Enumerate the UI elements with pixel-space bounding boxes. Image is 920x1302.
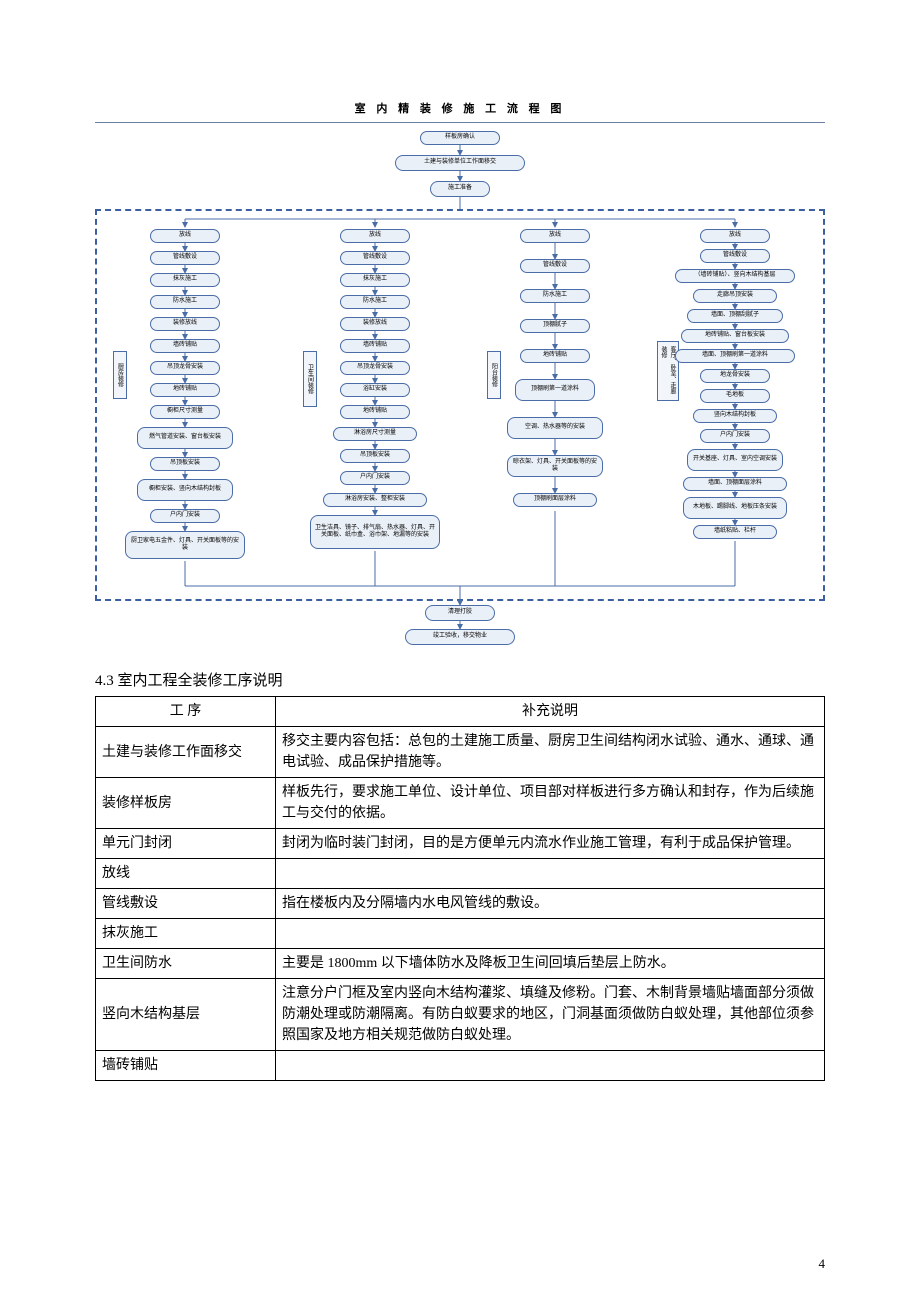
branch-label-3: 客厅、卧室、走廊装修 [657, 341, 679, 401]
table-row: 装修样板房样板先行，要求施工单位、设计单位、项目部对样板进行多方确认和封存，作为… [96, 778, 825, 829]
branch-label-1: 卫生间装修 [303, 351, 317, 407]
flow-node-d-3: 走廊吊顶安装 [693, 289, 777, 303]
flow-node-d-2: （墙砖铺贴）、竖向木结构基层 [675, 269, 795, 283]
flow-node-b-5: 墙砖铺贴 [340, 339, 410, 353]
flow-node-d-4: 墙面、顶棚刮腻子 [687, 309, 783, 323]
flow-node-c-5: 顶棚刷第一道涂料 [515, 379, 595, 401]
flow-node-a-10: 吊顶板安装 [150, 457, 220, 471]
flow-node-b-3: 防水施工 [340, 295, 410, 309]
flow-node-a-1: 管线敷设 [150, 251, 220, 265]
cell-desc: 主要是 1800mm 以下墙体防水及降板卫生间回填后垫层上防水。 [276, 949, 825, 979]
cell-proc: 管线敷设 [96, 889, 276, 919]
flow-node-d-8: 毛地板 [700, 389, 770, 403]
flow-node-b-2: 抹灰施工 [340, 273, 410, 287]
flow-node-c-0: 放线 [520, 229, 590, 243]
title-underline [95, 122, 825, 123]
flow-node-b-9: 淋浴房尺寸测量 [333, 427, 417, 441]
flow-node-a-4: 装修放线 [150, 317, 220, 331]
flow-node-a-7: 地砖铺贴 [150, 383, 220, 397]
table-header-desc: 补充说明 [276, 697, 825, 727]
cell-proc: 放线 [96, 859, 276, 889]
flow-node-b-11: 户内门安装 [340, 471, 410, 485]
table-header-proc: 工 序 [96, 697, 276, 727]
flow-node-d-5: 地砖铺贴、窗台板安装 [681, 329, 789, 343]
flow-node-d-7: 地龙骨安装 [700, 369, 770, 383]
cell-proc: 卫生间防水 [96, 949, 276, 979]
flow-node-a-8: 橱柜尺寸测量 [150, 405, 220, 419]
cell-proc: 竖向木结构基层 [96, 979, 276, 1051]
flow-node-a-12: 户内门安装 [150, 509, 220, 523]
table-row: 土建与装修工作面移交移交主要内容包括：总包的土建施工质量、厨房卫生间结构闭水试验… [96, 727, 825, 778]
flow-node-b-8: 地砖铺贴 [340, 405, 410, 419]
flow-node-d-6: 墙面、顶棚刷第一道涂料 [675, 349, 795, 363]
flow-node-a-0: 放线 [150, 229, 220, 243]
flow-node-d-0: 放线 [700, 229, 770, 243]
cell-proc: 墙砖铺贴 [96, 1051, 276, 1081]
table-row: 竖向木结构基层注意分户门框及室内竖向木结构灌浆、填缝及修粉。门套、木制背景墙贴墙… [96, 979, 825, 1051]
table-row: 放线 [96, 859, 825, 889]
flow-node-b-13: 卫生洁具、镜子、排气扇、热水器、灯具、开关面板、纸巾盒、浴巾架、地漏等的安装 [310, 515, 440, 549]
table-body: 土建与装修工作面移交移交主要内容包括：总包的土建施工质量、厨房卫生间结构闭水试验… [96, 727, 825, 1081]
flow-node-c-1: 管线敷设 [520, 259, 590, 273]
flow-node-b-1: 管线敷设 [340, 251, 410, 265]
flowchart-title: 室 内 精 装 修 施 工 流 程 图 [95, 100, 825, 116]
flow-node-d-11: 开关基座、灯具、室内空调安装 [687, 449, 783, 471]
cell-desc [276, 1051, 825, 1081]
branch-label-0: 厨房装修 [113, 351, 127, 399]
flow-node-c-7: 晾衣架、灯具、开关面板等的安装 [507, 455, 603, 477]
flow-node-d-1: 管线敷设 [700, 249, 770, 263]
flow-node-d-10: 户内门安装 [700, 429, 770, 443]
flow-node-b-6: 吊顶龙骨安装 [340, 361, 410, 375]
flow-node-a-3: 防水施工 [150, 295, 220, 309]
cell-desc [276, 859, 825, 889]
flow-node-c-3: 顶棚腻子 [520, 319, 590, 333]
flow-node-a-2: 抹灰施工 [150, 273, 220, 287]
flow-node-b-0: 放线 [340, 229, 410, 243]
flow-node-b-7: 浴缸安装 [340, 383, 410, 397]
flow-node-bottom-1: 竣工验收，移交物业 [405, 629, 515, 645]
flow-node-c-2: 防水施工 [520, 289, 590, 303]
cell-proc: 单元门封闭 [96, 829, 276, 859]
flow-node-b-4: 装修放线 [340, 317, 410, 331]
procedure-table: 工 序 补充说明 土建与装修工作面移交移交主要内容包括：总包的土建施工质量、厨房… [95, 696, 825, 1081]
flow-node-a-13: 厨卫家电五金件、灯具、开关面板等的安装 [125, 531, 245, 559]
flow-node-bottom-0: 清理打胶 [425, 605, 495, 621]
cell-desc [276, 919, 825, 949]
flow-node-a-9: 燃气管道安装、窗台板安装 [137, 427, 233, 449]
cell-proc: 土建与装修工作面移交 [96, 727, 276, 778]
page-number: 4 [819, 1256, 826, 1272]
flow-node-a-11: 橱柜安装、竖向木结构封板 [137, 479, 233, 501]
flow-node-c-8: 顶棚刷面层涂料 [513, 493, 597, 507]
cell-desc: 移交主要内容包括：总包的土建施工质量、厨房卫生间结构闭水试验、通水、通球、通电试… [276, 727, 825, 778]
cell-desc: 样板先行，要求施工单位、设计单位、项目部对样板进行多方确认和封存，作为后续施工与… [276, 778, 825, 829]
flow-node-top-1: 土建与装修单位工作面移交 [395, 155, 525, 171]
table-row: 管线敷设指在楼板内及分隔墙内水电风管线的敷设。 [96, 889, 825, 919]
flow-node-top-0: 样板房确认 [420, 131, 500, 145]
flow-node-d-9: 竖向木结构封板 [693, 409, 777, 423]
cell-desc: 注意分户门框及室内竖向木结构灌浆、填缝及修粉。门套、木制背景墙贴墙面部分须做防潮… [276, 979, 825, 1051]
section-heading: 4.3 室内工程全装修工序说明 [95, 669, 825, 690]
cell-desc: 封闭为临时装门封闭，目的是方便单元内流水作业施工管理，有利于成品保护管理。 [276, 829, 825, 859]
flow-node-b-12: 淋浴房安装、整柜安装 [323, 493, 427, 507]
branch-label-2: 阳台装修 [487, 351, 501, 399]
cell-proc: 装修样板房 [96, 778, 276, 829]
table-row: 抹灰施工 [96, 919, 825, 949]
flow-node-c-4: 地砖铺贴 [520, 349, 590, 363]
flow-node-a-5: 墙砖铺贴 [150, 339, 220, 353]
flow-node-b-10: 吊顶板安装 [340, 449, 410, 463]
flow-node-d-14: 墙纸粘贴、栏杆 [693, 525, 777, 539]
flow-node-d-13: 木地板、踢脚线、地板压条安装 [683, 497, 787, 519]
cell-desc: 指在楼板内及分隔墙内水电风管线的敷设。 [276, 889, 825, 919]
table-row: 墙砖铺贴 [96, 1051, 825, 1081]
flow-node-c-6: 空调、热水器等的安装 [507, 417, 603, 439]
table-row: 单元门封闭封闭为临时装门封闭，目的是方便单元内流水作业施工管理，有利于成品保护管… [96, 829, 825, 859]
table-row: 卫生间防水主要是 1800mm 以下墙体防水及降板卫生间回填后垫层上防水。 [96, 949, 825, 979]
flowchart-container: 样板房确认 土建与装修单位工作面移交 施工准备 厨房装修 卫生间装修 阳台装修 … [95, 131, 825, 641]
flow-node-d-12: 墙面、顶棚面层涂料 [683, 477, 787, 491]
cell-proc: 抹灰施工 [96, 919, 276, 949]
flow-node-a-6: 吊顶龙骨安装 [150, 361, 220, 375]
flow-node-top-2: 施工准备 [430, 181, 490, 197]
